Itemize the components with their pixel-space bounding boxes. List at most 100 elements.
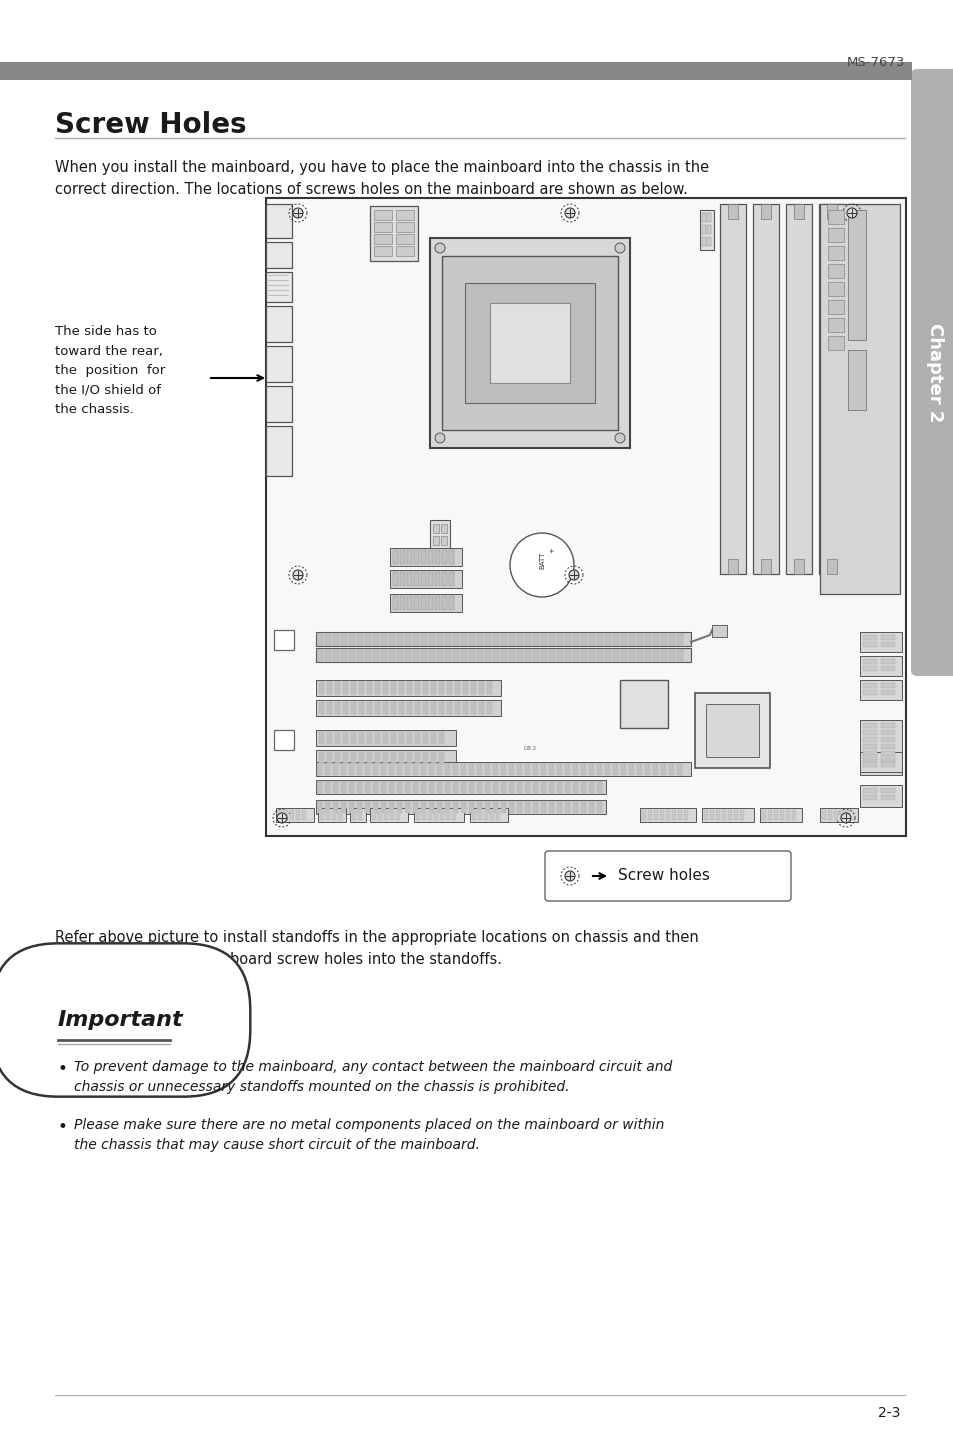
Bar: [880, 788, 894, 793]
Bar: [414, 550, 418, 564]
Bar: [620, 649, 626, 662]
Bar: [637, 633, 642, 644]
Bar: [375, 732, 379, 745]
Bar: [455, 682, 459, 695]
Bar: [580, 780, 585, 793]
Bar: [340, 763, 346, 775]
Bar: [399, 596, 405, 610]
Bar: [399, 571, 405, 586]
Bar: [711, 624, 726, 637]
Bar: [462, 702, 468, 715]
Bar: [316, 633, 323, 644]
Bar: [637, 649, 642, 662]
Bar: [335, 732, 339, 745]
Text: Screw Holes: Screw Holes: [55, 112, 247, 139]
Bar: [793, 558, 803, 574]
Bar: [441, 256, 618, 430]
Bar: [372, 811, 375, 821]
Bar: [597, 800, 601, 813]
Bar: [266, 272, 292, 302]
Bar: [469, 800, 474, 813]
Bar: [493, 633, 498, 644]
Bar: [880, 634, 894, 640]
Bar: [597, 780, 601, 793]
Bar: [613, 763, 618, 775]
Bar: [441, 550, 447, 564]
Text: Chapter 2: Chapter 2: [925, 322, 943, 422]
Bar: [444, 780, 450, 793]
Bar: [380, 763, 386, 775]
Bar: [447, 702, 452, 715]
Circle shape: [846, 208, 856, 218]
Bar: [358, 682, 364, 695]
Bar: [517, 763, 521, 775]
Bar: [266, 242, 292, 268]
Bar: [470, 808, 507, 822]
Bar: [351, 732, 355, 745]
Text: MS-7673: MS-7673: [845, 56, 904, 69]
Bar: [540, 780, 545, 793]
Bar: [351, 752, 355, 765]
Bar: [619, 680, 667, 727]
Bar: [352, 811, 355, 821]
Bar: [351, 702, 355, 715]
Bar: [389, 633, 395, 644]
Bar: [393, 571, 397, 586]
Text: Screw holes: Screw holes: [618, 868, 709, 884]
Bar: [773, 811, 778, 821]
Bar: [365, 780, 370, 793]
Bar: [351, 682, 355, 695]
Bar: [517, 780, 521, 793]
Bar: [396, 633, 402, 644]
Bar: [665, 811, 669, 821]
Bar: [453, 780, 457, 793]
Bar: [820, 808, 857, 822]
Bar: [374, 211, 392, 221]
Bar: [524, 780, 530, 793]
Bar: [358, 732, 364, 745]
Bar: [821, 811, 825, 821]
Bar: [477, 811, 481, 821]
Bar: [500, 763, 505, 775]
Circle shape: [276, 813, 287, 823]
Bar: [727, 811, 731, 821]
Bar: [430, 238, 629, 448]
Bar: [862, 659, 876, 664]
Bar: [433, 536, 438, 546]
Bar: [316, 780, 322, 793]
Bar: [637, 763, 641, 775]
Bar: [398, 732, 403, 745]
Bar: [396, 649, 402, 662]
Bar: [517, 649, 522, 662]
Bar: [880, 755, 894, 760]
Bar: [290, 811, 294, 821]
Bar: [431, 752, 436, 765]
Bar: [431, 702, 436, 715]
Bar: [414, 808, 463, 822]
Bar: [429, 763, 434, 775]
Bar: [761, 811, 765, 821]
Bar: [391, 752, 395, 765]
Bar: [315, 632, 690, 646]
Bar: [302, 811, 306, 821]
Text: GB.2: GB.2: [523, 746, 536, 750]
Bar: [340, 633, 347, 644]
Bar: [373, 780, 377, 793]
Bar: [316, 763, 322, 775]
Bar: [695, 693, 769, 768]
Bar: [391, 732, 395, 745]
Bar: [367, 682, 372, 695]
Bar: [436, 649, 442, 662]
Bar: [384, 811, 388, 821]
Bar: [436, 780, 441, 793]
Bar: [524, 649, 531, 662]
Bar: [564, 649, 571, 662]
Bar: [827, 263, 843, 278]
Bar: [644, 633, 650, 644]
Bar: [356, 633, 363, 644]
Bar: [533, 649, 538, 662]
Bar: [644, 763, 649, 775]
Bar: [484, 780, 490, 793]
Bar: [573, 763, 578, 775]
Bar: [370, 808, 408, 822]
